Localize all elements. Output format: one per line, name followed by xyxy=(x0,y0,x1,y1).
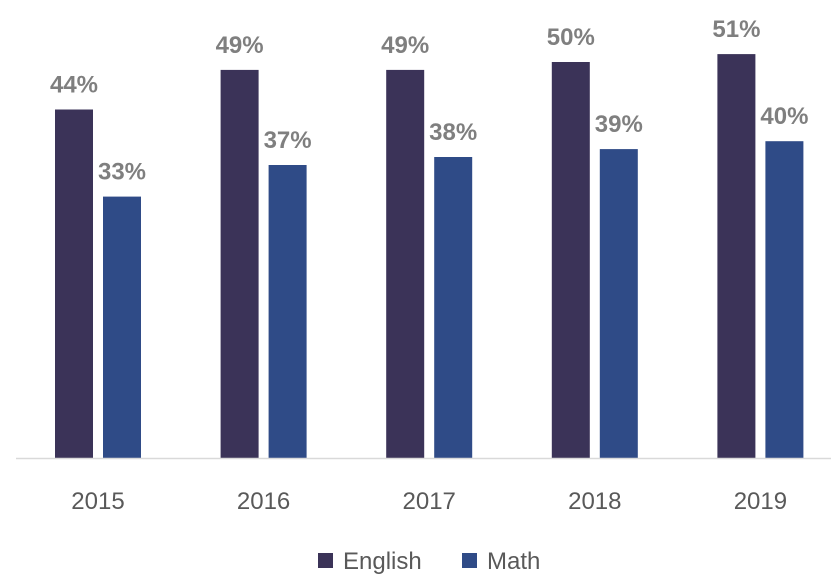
data-label-math-2017: 38% xyxy=(429,119,477,146)
bar-math-2018 xyxy=(599,149,638,458)
data-label-english-2017: 49% xyxy=(381,32,429,59)
bar-math-2016 xyxy=(268,165,307,458)
legend-swatch-math xyxy=(462,553,477,568)
data-label-math-2019: 40% xyxy=(760,103,808,130)
bar-english-2015 xyxy=(55,109,93,458)
data-label-math-2015: 33% xyxy=(98,159,146,186)
data-label-math-2018: 39% xyxy=(595,111,643,138)
bar-english-2017 xyxy=(386,69,425,459)
x-tick-label-2016: 2016 xyxy=(237,488,290,515)
legend-label-english: English xyxy=(343,548,422,575)
data-labels-group: 44% 33% 49% 37% 49% 38% 50% 39% 51% 40% xyxy=(50,16,808,186)
bar-english-2019 xyxy=(717,54,756,458)
bar-math-2017 xyxy=(434,157,473,458)
bar-english-2016 xyxy=(220,69,259,459)
x-tick-label-2019: 2019 xyxy=(734,488,787,515)
data-label-english-2016: 49% xyxy=(216,32,264,59)
legend: English Math xyxy=(318,548,540,575)
x-tick-label-2015: 2015 xyxy=(71,488,124,515)
bar-english-2018 xyxy=(551,62,590,458)
x-tick-labels-group: 2015 2016 2017 2018 2019 xyxy=(71,488,787,515)
data-label-english-2018: 50% xyxy=(547,24,595,51)
data-label-math-2016: 37% xyxy=(264,127,312,154)
data-label-english-2019: 51% xyxy=(712,16,760,43)
bar-math-2015 xyxy=(103,196,141,458)
bars-group xyxy=(55,54,804,459)
legend-label-math: Math xyxy=(487,548,540,575)
x-tick-label-2018: 2018 xyxy=(568,488,621,515)
bar-math-2019 xyxy=(765,141,804,458)
x-tick-label-2017: 2017 xyxy=(403,488,456,515)
data-label-english-2015: 44% xyxy=(50,72,98,99)
legend-swatch-english xyxy=(318,553,333,568)
